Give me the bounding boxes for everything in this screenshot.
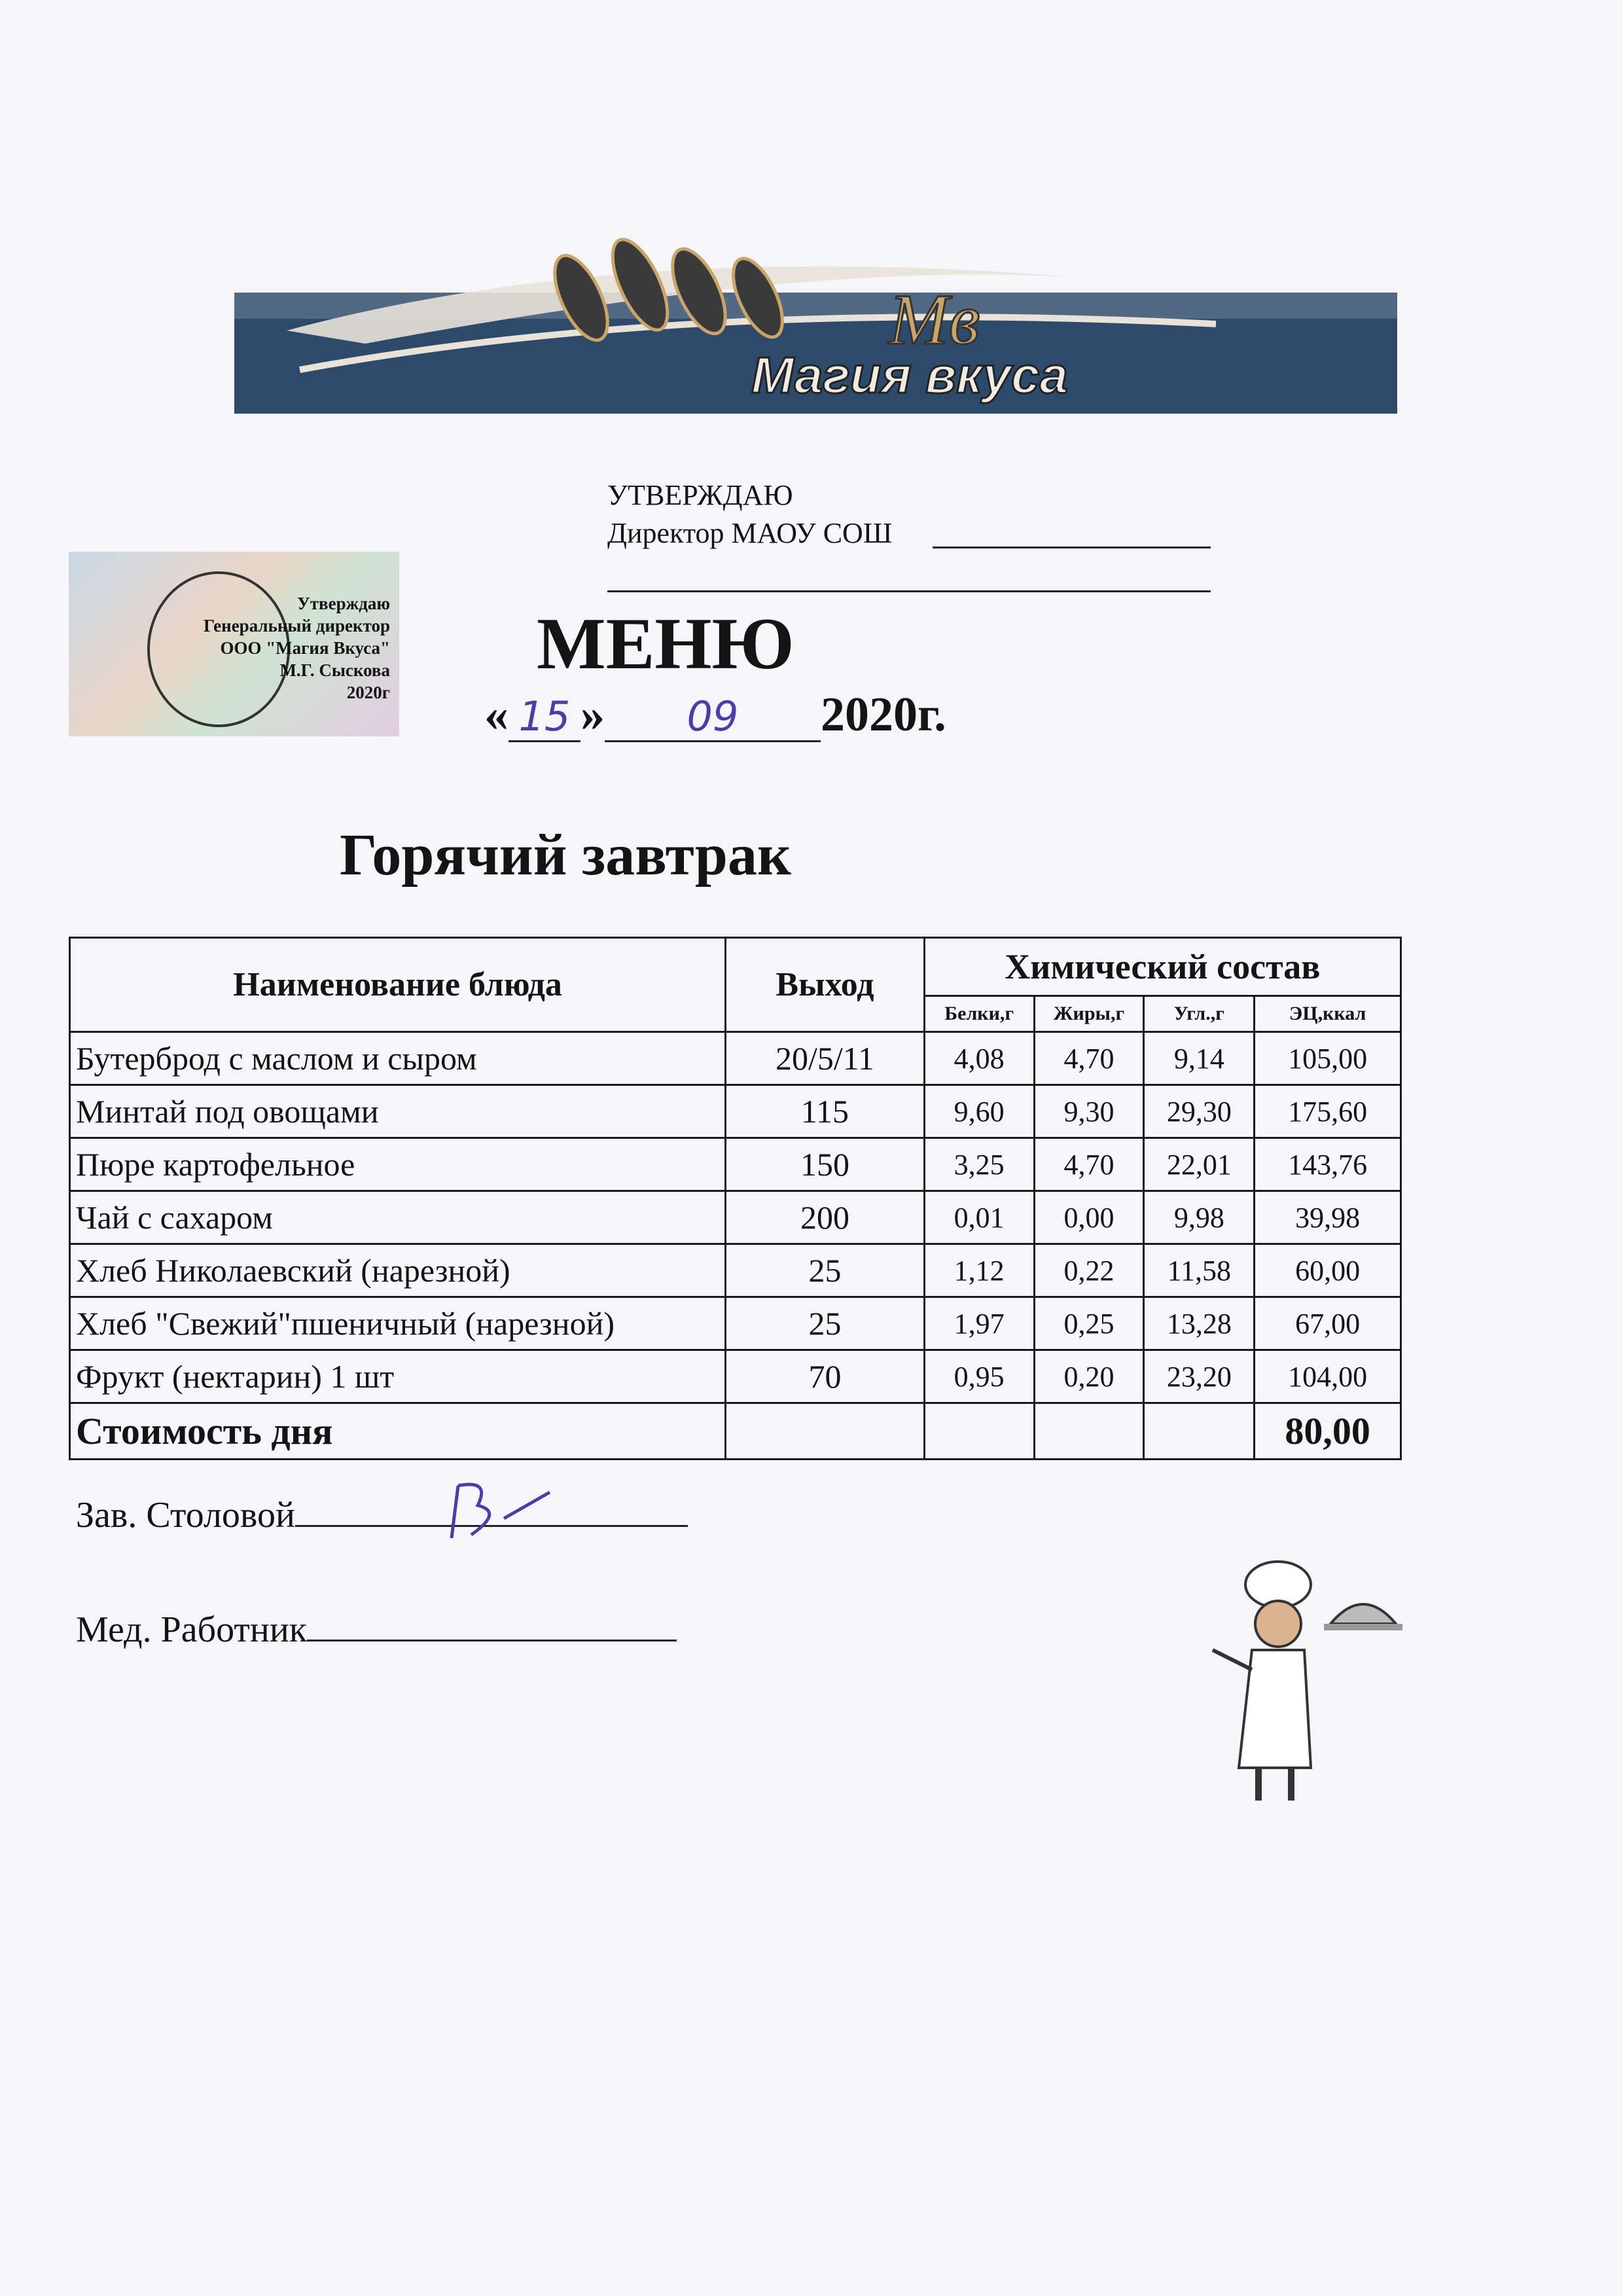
table-row: Хлеб "Свежий"пшеничный (нарезной) 25 1,97 0…: [68, 1296, 1402, 1351]
cell-carbs: 11,58: [1143, 1243, 1256, 1298]
empty-cell: [1143, 1402, 1256, 1460]
cell-carbs: 23,20: [1143, 1349, 1256, 1404]
cell-output: 70: [724, 1349, 925, 1404]
company-logo: Мв Магия вкуса: [234, 238, 1397, 414]
approval-director: Директор МАОУ СОШ: [607, 517, 893, 549]
header-chem: Химический состав: [923, 937, 1402, 997]
header-protein: Белки,г: [923, 995, 1035, 1033]
cell-carbs: 22,01: [1143, 1137, 1256, 1192]
empty-cell: [724, 1402, 925, 1460]
stamp-line: Генеральный директор: [204, 616, 390, 636]
table-row: Чай с сахаром 200 0,01 0,00 9,98 39,98: [68, 1190, 1402, 1245]
empty-cell: [1033, 1402, 1145, 1460]
cell-energy: 39,98: [1253, 1190, 1402, 1245]
date-day: 15: [508, 692, 580, 742]
total-value: 80,00: [1253, 1402, 1402, 1460]
approval-heading: УТВЕРЖДАЮ: [607, 479, 793, 511]
cell-fat: 9,30: [1033, 1084, 1145, 1139]
cell-output: 25: [724, 1243, 925, 1298]
total-label: Стоимость дня: [68, 1402, 727, 1460]
school-name-line: [607, 590, 1211, 592]
cell-energy: 60,00: [1253, 1243, 1402, 1298]
empty-cell: [923, 1402, 1035, 1460]
cell-output: 25: [724, 1296, 925, 1351]
canteen-signature: Зав. Столовой: [76, 1492, 688, 1536]
cell-fat: 0,20: [1033, 1349, 1145, 1404]
stamp-line: М.Г. Сыскова: [279, 660, 390, 680]
cell-protein: 0,01: [923, 1190, 1035, 1245]
cell-name: Минтай под овощами: [68, 1084, 727, 1139]
canteen-label: Зав. Столовой: [76, 1495, 295, 1535]
cell-name: Чай с сахаром: [68, 1190, 727, 1245]
approval-block: УТВЕРЖДАЮ Директор МАОУ СОШ: [607, 476, 892, 552]
meal-title: Горячий завтрак: [340, 823, 791, 888]
quote-open: «: [484, 688, 508, 742]
cell-output: 200: [724, 1190, 925, 1245]
total-row: Стоимость дня 80,00: [68, 1402, 1402, 1460]
stamp-line: 2020г: [346, 683, 390, 702]
header-carbs: Угл.,г: [1143, 995, 1256, 1033]
cell-carbs: 29,30: [1143, 1084, 1256, 1139]
cell-energy: 105,00: [1253, 1031, 1402, 1086]
table-row: Фрукт (нектарин) 1 шт 70 0,95 0,20 23,20 104,…: [68, 1349, 1402, 1404]
cell-name: Хлеб "Свежий"пшеничный (нарезной): [68, 1296, 727, 1351]
cell-protein: 4,08: [923, 1031, 1035, 1086]
cell-protein: 1,97: [923, 1296, 1035, 1351]
header-energy: ЭЦ,ккал: [1253, 995, 1402, 1033]
cell-output: 115: [724, 1084, 925, 1139]
date-month: 09: [605, 692, 821, 742]
table-row: Хлеб Николаевский (нарезной) 25 1,12 0,22 11…: [68, 1243, 1402, 1298]
approval-stamp: Утверждаю Генеральный директор ООО "Маги…: [69, 552, 399, 736]
canteen-signature-line: [294, 1492, 688, 1527]
round-seal: [147, 571, 290, 727]
cell-carbs: 9,14: [1143, 1031, 1256, 1086]
header-name: Наименование блюда: [68, 937, 727, 1033]
cell-name: Бутерброд с маслом и сыром: [68, 1031, 727, 1086]
cell-name: Фрукт (нектарин) 1 шт: [68, 1349, 727, 1404]
table-row: Пюре картофельное 150 3,25 4,70 22,01 143,76: [68, 1137, 1402, 1192]
cell-protein: 1,12: [923, 1243, 1035, 1298]
cell-energy: 175,60: [1253, 1084, 1402, 1139]
date-year: 2020г.: [821, 688, 946, 742]
medic-signature: Мед. Работник: [76, 1607, 677, 1651]
director-signature-line: [933, 547, 1211, 548]
cell-energy: 104,00: [1253, 1349, 1402, 1404]
stamp-line: Утверждаю: [296, 594, 390, 613]
cell-fat: 0,25: [1033, 1296, 1145, 1351]
cell-fat: 0,00: [1033, 1190, 1145, 1245]
svg-text:Мв: Мв: [887, 279, 980, 359]
cell-protein: 3,25: [923, 1137, 1035, 1192]
header-output: Выход: [724, 937, 925, 1033]
cell-protein: 9,60: [923, 1084, 1035, 1139]
cell-energy: 67,00: [1253, 1296, 1402, 1351]
table-row: Минтай под овощами 115 9,60 9,30 29,30 175,60: [68, 1084, 1402, 1139]
chef-illustration: [1211, 1560, 1402, 1801]
cell-fat: 4,70: [1033, 1031, 1145, 1086]
cell-name: Пюре картофельное: [68, 1137, 727, 1192]
cell-energy: 143,76: [1253, 1137, 1402, 1192]
medic-signature-line: [307, 1607, 677, 1641]
cell-carbs: 13,28: [1143, 1296, 1256, 1351]
medic-label: Мед. Работник: [76, 1609, 308, 1650]
handwritten-signature: [450, 1482, 551, 1539]
cell-output: 150: [724, 1137, 925, 1192]
menu-table: Наименование блюда Выход Химический сост…: [68, 937, 1402, 1460]
cell-protein: 0,95: [923, 1349, 1035, 1404]
cell-fat: 4,70: [1033, 1137, 1145, 1192]
cell-name: Хлеб Николаевский (нарезной): [68, 1243, 727, 1298]
table-subheader-row: Белки,г Жиры,г Угл.,г ЭЦ,ккал: [70, 995, 1402, 1033]
svg-text:Магия вкуса: Магия вкуса: [751, 346, 1068, 404]
cell-output: 20/5/11: [724, 1031, 925, 1086]
cell-carbs: 9,98: [1143, 1190, 1256, 1245]
table-header-row: Наименование блюда Выход Химический сост…: [68, 937, 1402, 1033]
table-row: Бутерброд с маслом и сыром 20/5/11 4,08 4,7…: [68, 1031, 1402, 1086]
cell-fat: 0,22: [1033, 1243, 1145, 1298]
menu-date: «15» 09 2020г.: [484, 687, 946, 743]
header-fat: Жиры,г: [1033, 995, 1145, 1033]
page-title: МЕНЮ: [537, 603, 794, 685]
quote-close: »: [580, 688, 605, 742]
stamp-line: ООО "Магия Вкуса": [220, 638, 390, 658]
